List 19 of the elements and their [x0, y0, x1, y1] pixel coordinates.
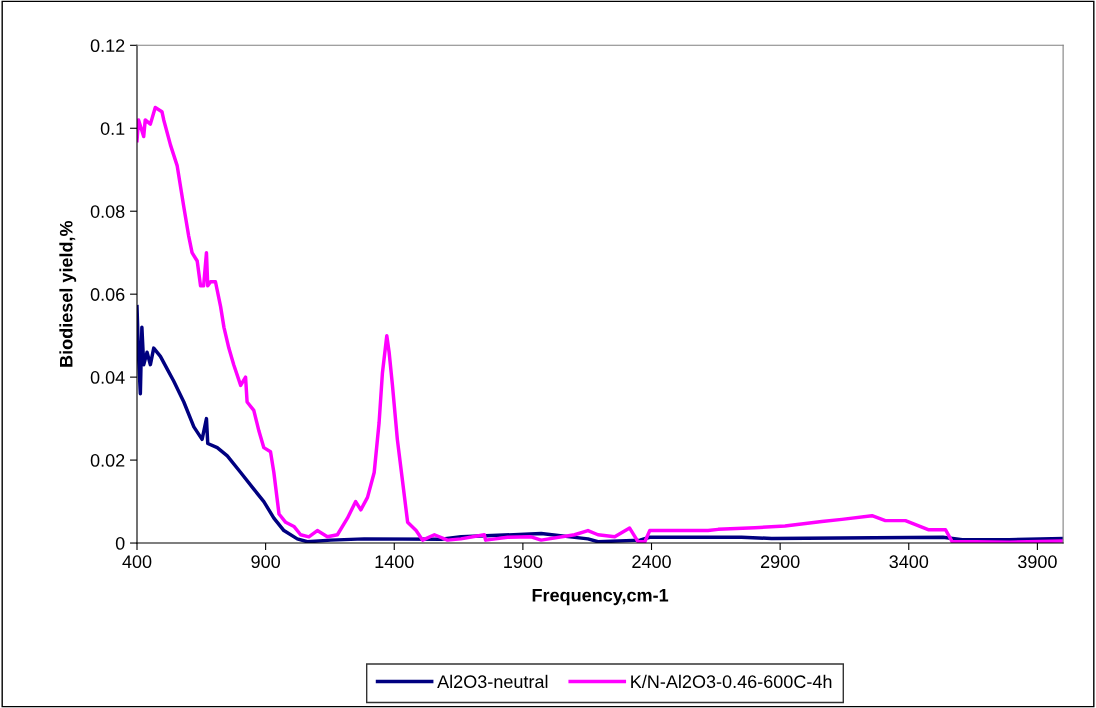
x-tick-label: 2400 — [632, 555, 671, 569]
y-tick-label: 0 — [115, 536, 125, 550]
y-axis-title: Biodiesel yield,% — [59, 220, 77, 367]
x-tick-label: 400 — [122, 555, 152, 569]
y-tick-label: 0.12 — [90, 39, 125, 53]
y-tick-label: 0.02 — [90, 454, 125, 467]
y-tick-label: 0.08 — [90, 205, 125, 218]
x-tick-label: 1400 — [375, 555, 414, 569]
legend-label: K/N-Al2O3-0.46-600C-4h — [631, 674, 832, 689]
x-tick-label: 2900 — [760, 555, 800, 569]
x-tick-label: 900 — [251, 555, 280, 569]
x-tick-label: 3400 — [889, 555, 929, 569]
y-tick-label: 0.06 — [90, 288, 125, 301]
y-tick-label: 0.04 — [90, 371, 125, 384]
legend-label: Al2O3-neutral — [437, 674, 548, 689]
x-tick-label: 3900 — [1018, 555, 1057, 569]
y-tick-label: 0.1 — [100, 122, 125, 135]
x-axis-title: Frequency,cm-1 — [532, 589, 669, 606]
x-tick-label: 1900 — [504, 555, 543, 569]
